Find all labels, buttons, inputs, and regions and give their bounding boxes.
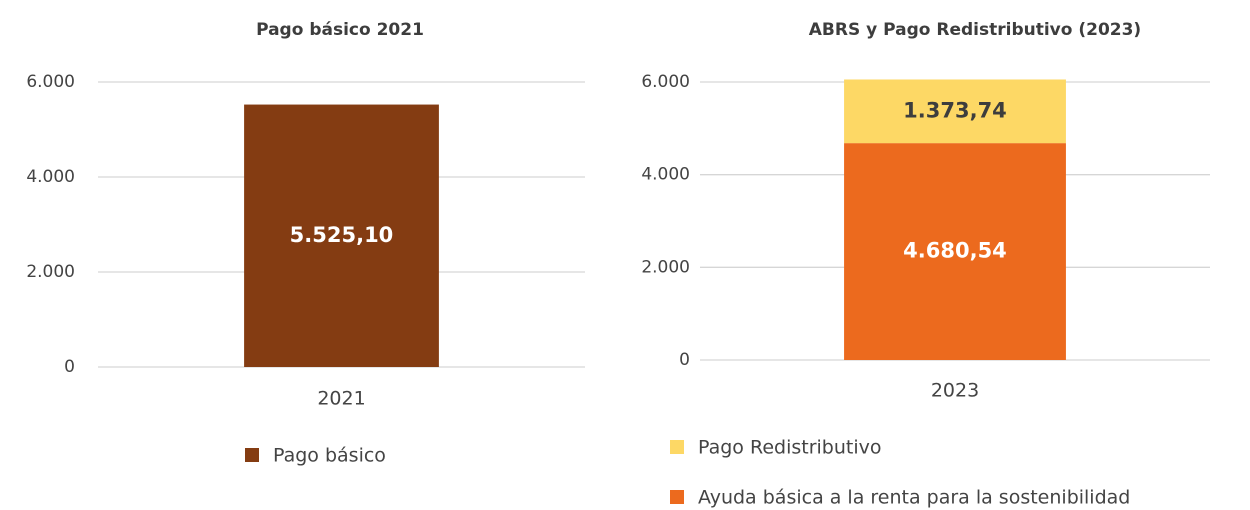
legend-label: Pago básico [273,445,386,467]
y-tick-label: 2.000 [26,262,75,282]
data-label: 1.373,74 [903,98,1007,122]
legend-swatch [670,490,684,504]
bar [244,104,439,368]
y-tick-label: 0 [679,350,690,370]
y-tick-label: 2.000 [641,257,690,277]
y-tick-label: 6.000 [641,72,690,92]
bar [844,79,1066,144]
legend-swatch [670,440,684,454]
legend-swatch [245,448,259,462]
legend-label: Pago Redistributivo [698,437,882,459]
y-tick-label: 0 [64,357,75,377]
y-tick-label: 4.000 [641,165,690,185]
legend-label: Ayuda básica a la renta para la sostenib… [698,487,1130,509]
chart-title: Pago básico 2021 [256,20,424,40]
x-tick-label: 2023 [931,380,979,402]
x-tick-label: 2021 [317,388,365,410]
chart-title: ABRS y Pago Redistributivo (2023) [809,20,1141,40]
data-label: 4.680,54 [903,239,1007,263]
y-tick-label: 4.000 [26,167,75,187]
data-label: 5.525,10 [290,223,394,247]
bar [844,143,1066,360]
y-tick-label: 6.000 [26,72,75,92]
